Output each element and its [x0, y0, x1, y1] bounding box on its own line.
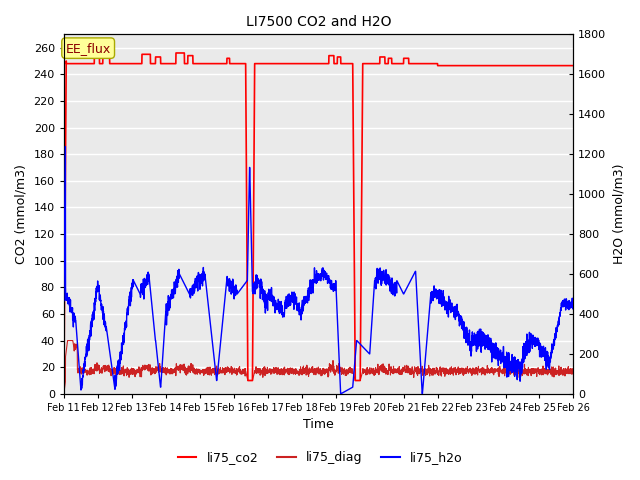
Title: LI7500 CO2 and H2O: LI7500 CO2 and H2O: [246, 15, 392, 29]
li75_h2o: [255, 285, 263, 290]
li75_co2: [148, 61, 156, 67]
li75_diag: [60, 391, 68, 396]
Line: li75_co2: li75_co2: [64, 53, 573, 394]
li75_co2: [118, 61, 126, 67]
li75_diag: [560, 366, 568, 372]
Text: EE_flux: EE_flux: [65, 42, 111, 55]
li75_h2o: [337, 391, 344, 396]
li75_co2: [278, 61, 285, 67]
li75_h2o: [505, 356, 513, 362]
Line: li75_h2o: li75_h2o: [64, 146, 573, 394]
li75_h2o: [60, 298, 68, 303]
Line: li75_diag: li75_diag: [64, 340, 573, 394]
li75_co2: [255, 61, 263, 67]
li75_co2: [60, 391, 68, 396]
li75_diag: [118, 370, 126, 375]
li75_diag: [64, 337, 72, 343]
Y-axis label: CO2 (mmol/m3): CO2 (mmol/m3): [15, 164, 28, 264]
li75_diag: [278, 366, 285, 372]
Y-axis label: H2O (mmol/m3): H2O (mmol/m3): [612, 164, 625, 264]
li75_h2o: [61, 144, 69, 149]
X-axis label: Time: Time: [303, 419, 334, 432]
Legend: li75_co2, li75_diag, li75_h2o: li75_co2, li75_diag, li75_h2o: [173, 446, 467, 469]
li75_diag: [255, 369, 263, 374]
li75_co2: [570, 63, 577, 69]
li75_h2o: [570, 299, 577, 304]
li75_h2o: [560, 300, 568, 306]
li75_h2o: [148, 307, 156, 312]
li75_co2: [91, 50, 99, 56]
li75_co2: [505, 63, 513, 69]
li75_diag: [505, 366, 513, 372]
li75_diag: [148, 365, 156, 371]
li75_co2: [560, 63, 568, 69]
li75_diag: [570, 368, 577, 374]
li75_h2o: [278, 306, 285, 312]
li75_h2o: [118, 351, 126, 357]
